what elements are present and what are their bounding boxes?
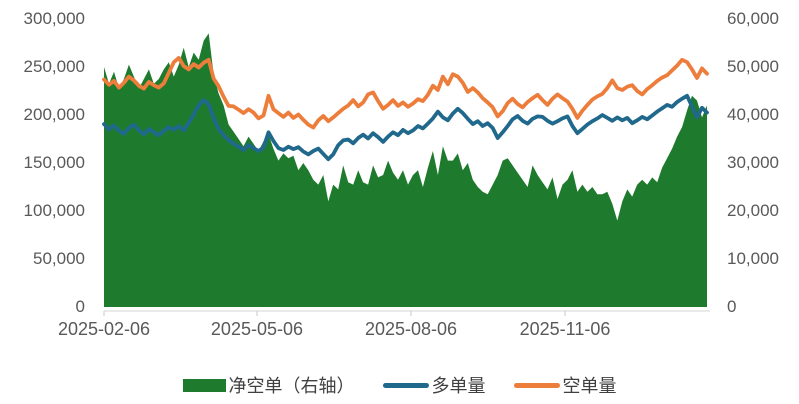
legend-item-short-volume[interactable]: 空单量 [513, 372, 617, 398]
long-line-series [102, 93, 709, 162]
x-axis-tick-label: 2025-05-06 [210, 319, 303, 339]
y-axis-left-tick-label: 50,000 [33, 249, 85, 268]
y-axis-left-tick-label: 150,000 [23, 153, 85, 172]
legend-item-net-short[interactable]: 净空单（右轴） [182, 372, 355, 398]
short-line-swatch-icon [513, 382, 560, 388]
y-axis-left-tick-label: 250,000 [23, 57, 85, 76]
y-axis-right-tick-label: 60,000 [727, 9, 779, 28]
short-line-series [102, 56, 709, 130]
legend-label-net-short: 净空单（右轴） [228, 376, 355, 396]
legend-label-short-volume: 空单量 [562, 376, 617, 396]
net-short-area-series [104, 33, 707, 308]
y-axis-left-tick-label: 100,000 [23, 201, 85, 220]
y-axis-right-tick-label: 50,000 [727, 57, 779, 76]
y-axis-right-tick-label: 30,000 [727, 153, 779, 172]
y-axis-left-tick-label: 200,000 [23, 105, 85, 124]
y-axis-left-tick-label: 300,000 [23, 9, 85, 28]
x-axis-tick-label: 2025-11-06 [519, 319, 611, 339]
net-short-area-swatch-icon [182, 378, 226, 392]
x-axis-tick-label: 2025-02-06 [57, 319, 151, 339]
y-axis-right-tick-label: 20,000 [727, 201, 779, 220]
legend-item-long-volume[interactable]: 多单量 [382, 372, 486, 398]
y-axis-right-tick-label: 40,000 [727, 105, 779, 124]
y-axis-right-tick-label: 0 [727, 297, 737, 316]
y-axis-left-tick-label: 0 [75, 297, 85, 316]
chart-legend: 净空单（右轴） 多单量 空单量 [0, 372, 799, 398]
long-line-swatch-icon [382, 382, 429, 388]
x-axis-tick-label: 2025-08-06 [364, 319, 458, 339]
legend-label-long-volume: 多单量 [431, 376, 486, 396]
y-axis-right-tick-label: 10,000 [727, 249, 779, 268]
